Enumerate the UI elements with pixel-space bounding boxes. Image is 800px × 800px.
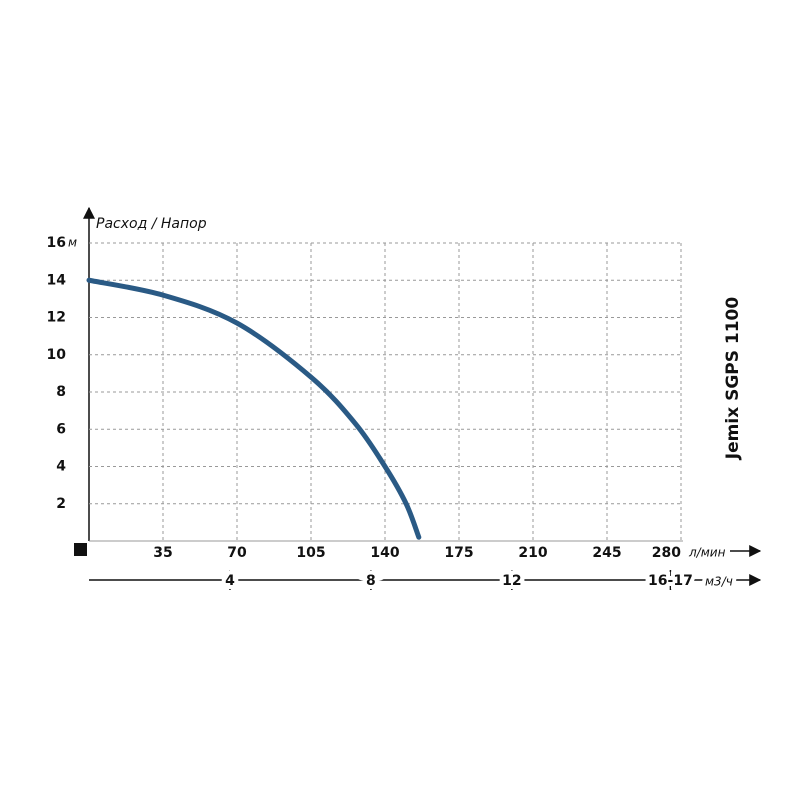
x-tick-label: 70 <box>227 545 247 561</box>
x2-tick-label: 16-17 <box>648 573 693 589</box>
x-tick-label: 105 <box>296 545 325 561</box>
y-tick-label: 8 <box>56 384 66 400</box>
x-tick-label: 35 <box>153 545 172 561</box>
x-tick-label: 210 <box>518 545 547 561</box>
y-tick-label: 2 <box>56 496 66 512</box>
y-tick-label: 12 <box>47 310 66 326</box>
chart-title: Jemix SGPS 1100 <box>723 297 743 461</box>
x2-tick-label: 12 <box>502 573 521 589</box>
x2-tick-label: 8 <box>366 573 376 589</box>
origin-marker <box>74 543 87 556</box>
y-tick-label: 4 <box>56 459 66 475</box>
x2-unit: м3/ч <box>705 575 733 589</box>
x-unit: л/мин <box>688 546 726 560</box>
y-axis-label: Расход / Напор <box>96 216 207 232</box>
x-tick-label: 245 <box>592 545 621 561</box>
y-tick-label: 10 <box>47 347 67 363</box>
y-tick-label: 14 <box>47 272 67 288</box>
curve <box>86 277 422 540</box>
x-tick-label: 280 <box>652 545 681 561</box>
y-unit: м <box>68 236 77 250</box>
x-tick-label: 140 <box>370 545 399 561</box>
x-tick-label: 175 <box>444 545 473 561</box>
y-tick-label: 6 <box>56 421 66 437</box>
x2-tick-label: 4 <box>225 573 235 589</box>
y-tick-label: 16 <box>47 235 66 251</box>
